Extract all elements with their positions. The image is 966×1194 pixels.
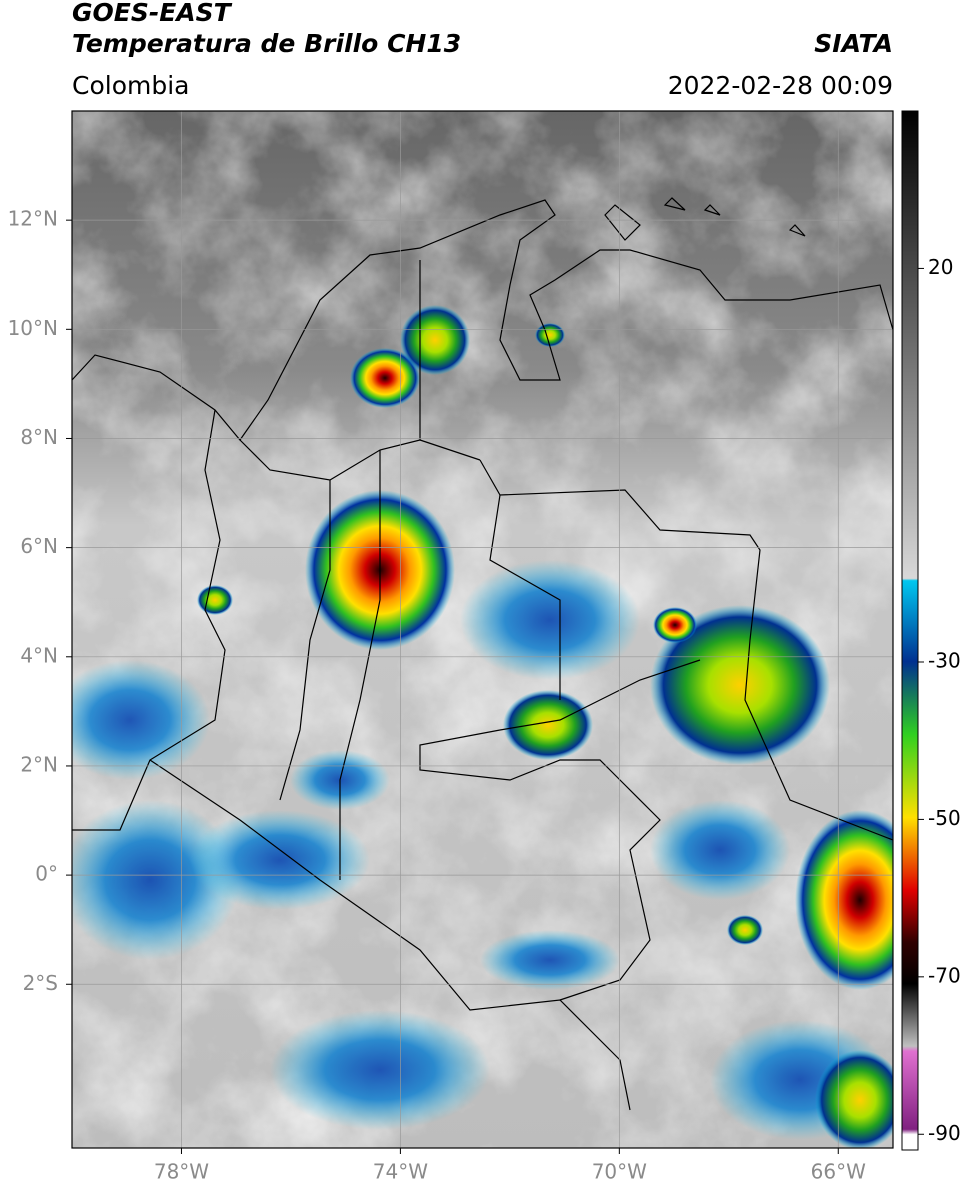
subtitle: Temperatura de Brillo CH13 [72,29,461,58]
lon-tick-label: 74°W [373,1160,428,1184]
lat-tick-label: 10°N [8,316,58,340]
lon-tick-label: 66°W [811,1160,866,1184]
lat-tick-label: 12°N [8,207,58,231]
lon-tick-label: 70°W [592,1160,647,1184]
satellite-image [72,111,893,1148]
grid-layer [72,111,893,1148]
colorbar-tick-label: -90 [928,1121,961,1145]
datetime: 2022-02-28 00:09 [668,71,893,100]
lat-tick-label: 2°S [23,971,58,995]
lat-tick-label: 4°N [20,643,58,667]
colorbar-tick-label: 20 [928,255,953,279]
borders [72,197,893,1111]
region: Colombia [72,71,189,100]
lat-tick-label: 2°N [20,752,58,776]
lat-tick-label: 6°N [20,534,58,558]
source: SIATA [814,29,893,58]
lon-tick-label: 78°W [154,1160,209,1184]
map-frame [71,110,894,1149]
lat-tick-label: 0° [35,862,58,886]
title: GOES-EAST [72,0,233,27]
storm-cells [197,305,893,1148]
lat-tick-label: 8°N [20,425,58,449]
colorbar-tick-label: -50 [928,806,961,830]
colorbar [901,110,919,1151]
colorbar-tick-label: -30 [928,648,961,672]
colorbar-tick-label: -70 [928,963,961,987]
